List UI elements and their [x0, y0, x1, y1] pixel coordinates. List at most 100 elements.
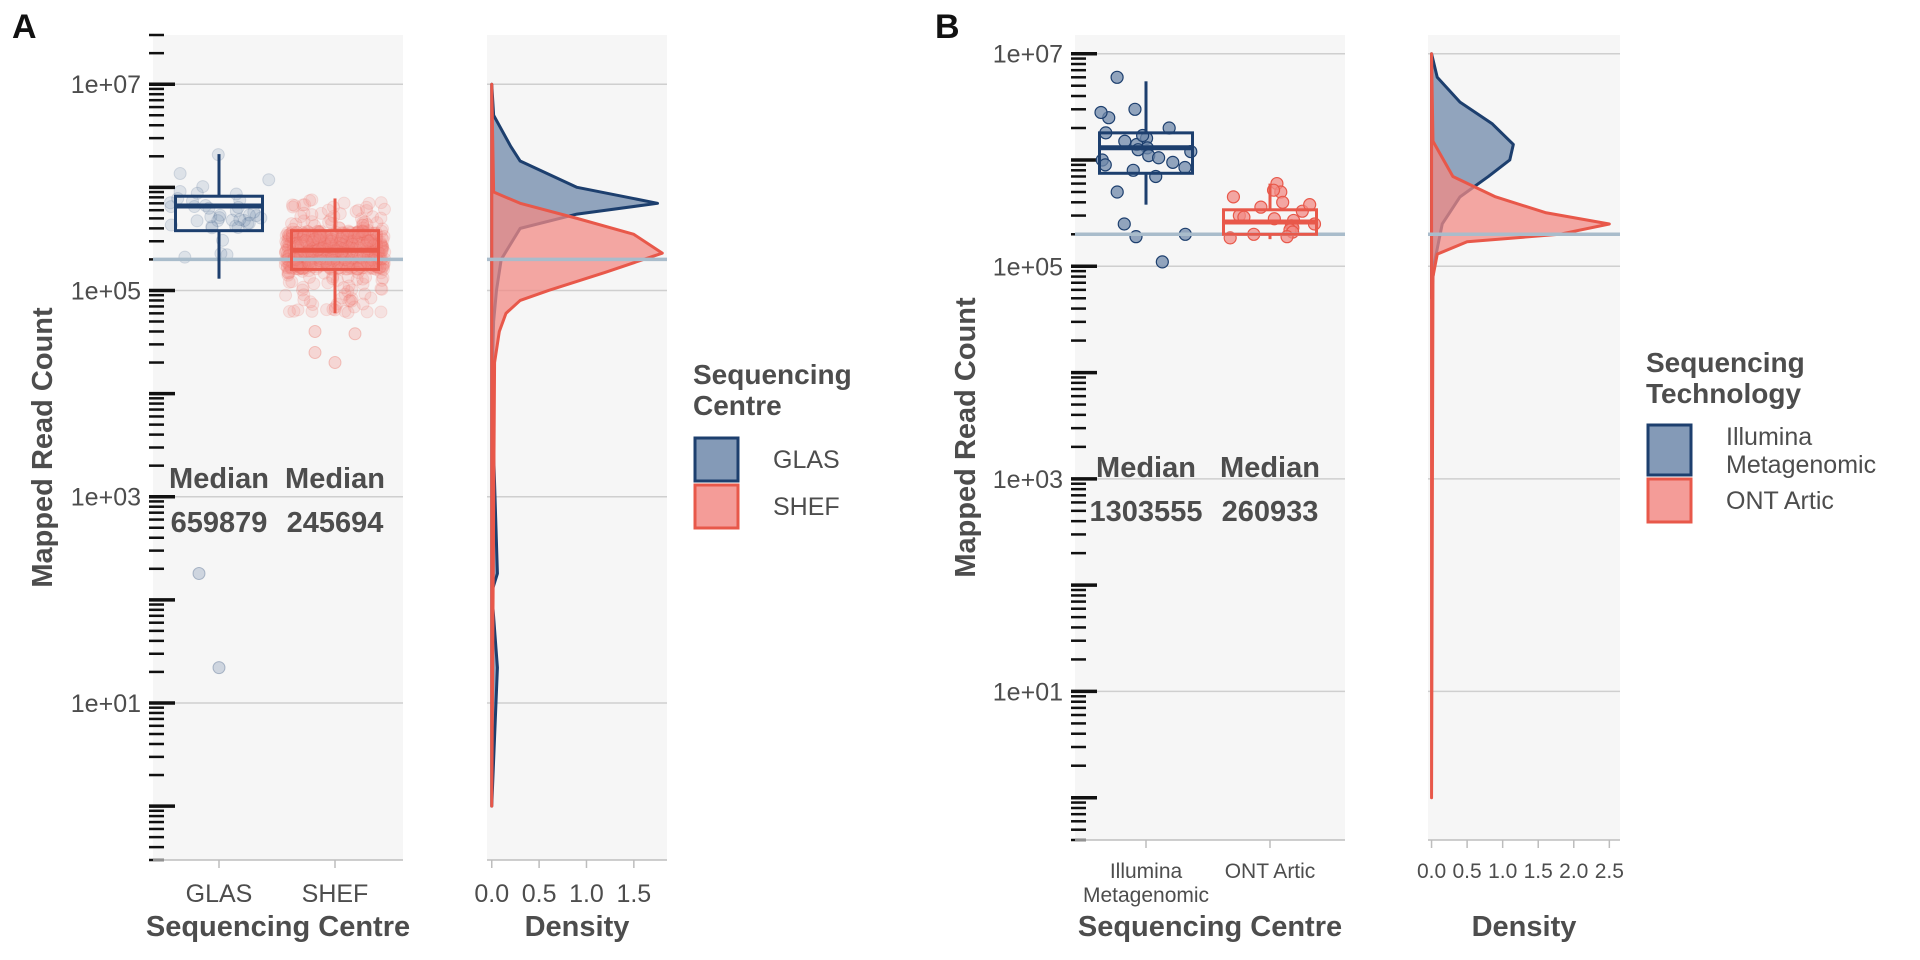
data-point	[297, 293, 311, 307]
data-point	[361, 234, 375, 248]
data-point	[1094, 105, 1108, 120]
data-point	[361, 234, 375, 248]
data-point	[314, 206, 328, 220]
data-point	[345, 232, 359, 246]
data-point	[1152, 151, 1166, 165]
data-point	[287, 304, 301, 318]
median-value: 1303555	[1090, 496, 1203, 528]
data-point	[321, 234, 335, 248]
data-point	[320, 232, 334, 246]
median-value: 260933	[1222, 496, 1319, 528]
data-point	[213, 208, 227, 222]
data-point	[312, 234, 326, 248]
data-point	[361, 231, 375, 245]
data-point	[370, 216, 384, 230]
y-tick-label: 1e+01	[71, 690, 141, 718]
data-point	[337, 281, 351, 295]
data-point	[1110, 185, 1124, 199]
data-point	[356, 272, 370, 286]
x-tick-label: GLAS	[186, 880, 253, 908]
panel-b-xtick-illumina-line2: Metagenomic	[1083, 884, 1209, 907]
median-heading: Median	[285, 463, 385, 495]
x-tick-label: 1.5	[616, 880, 651, 908]
data-point	[359, 270, 373, 284]
data-point	[319, 232, 333, 246]
legend-a-label-glas: GLAS	[773, 446, 840, 474]
panel-letter-a: A	[12, 8, 37, 46]
legend-a-title-line1: Sequencing	[693, 359, 852, 390]
legend-b-title-line2: Technology	[1646, 378, 1801, 409]
data-point	[320, 303, 334, 317]
data-point	[298, 198, 312, 212]
x-tick-label: 1.0	[1488, 860, 1517, 883]
data-point	[306, 233, 320, 247]
data-point	[326, 272, 340, 286]
panel-b-xtick-illumina-line1: Illumina	[1110, 860, 1183, 883]
data-point	[374, 211, 388, 225]
data-point	[358, 215, 372, 229]
data-point	[307, 277, 321, 291]
data-point	[313, 229, 327, 243]
data-point	[1129, 230, 1143, 244]
data-point	[355, 212, 369, 226]
panel-b-density-plot: 0.0 0.5 1.0 1.5 2.0 2.5 Density	[1417, 35, 1624, 943]
legend-b-label-ont: ONT Artic	[1726, 487, 1834, 515]
data-point	[303, 295, 317, 309]
data-point	[341, 284, 355, 298]
data-point	[305, 304, 319, 318]
data-point	[196, 180, 210, 194]
data-point	[324, 232, 338, 246]
panel-a-density-plot: 0.0 0.5 1.0 1.5 Density	[474, 35, 667, 943]
x-tick-label: 1.0	[569, 880, 604, 908]
x-tick-label: 1.5	[1524, 860, 1553, 883]
panel-a-legend: Sequencing Centre GLAS SHEF	[693, 359, 852, 530]
median-heading: Median	[169, 463, 269, 495]
panel-b: B 1e+01 1e+03 1e+05 1e+07 Median 1303555 Media…	[935, 8, 1876, 943]
data-point	[242, 208, 256, 222]
data-point	[309, 234, 323, 248]
outlier-point	[348, 327, 362, 341]
data-point	[340, 233, 354, 247]
data-point	[349, 204, 363, 218]
data-point	[337, 196, 351, 210]
x-axis-title: Sequencing Centre	[1078, 911, 1342, 943]
median-heading: Median	[1096, 452, 1196, 484]
y-axis-title: Mapped Read Count	[27, 307, 59, 588]
data-point	[345, 234, 359, 248]
data-point	[375, 273, 389, 287]
outlier-point	[212, 661, 226, 675]
data-point	[1110, 70, 1124, 84]
legend-a-title-line2: Centre	[693, 390, 782, 421]
data-point	[312, 233, 326, 247]
data-point	[190, 214, 204, 228]
data-point	[225, 213, 239, 227]
legend-a-label-shef: SHEF	[773, 493, 840, 521]
data-point	[338, 304, 352, 318]
data-point	[356, 216, 370, 230]
data-point	[356, 297, 370, 311]
data-point	[364, 233, 378, 247]
data-point	[303, 270, 317, 284]
panel-a: A 1e+01 1e+03 1e+05 1e+07 Median 659879 Median…	[12, 8, 852, 943]
data-point	[297, 214, 311, 228]
data-point	[281, 268, 295, 282]
data-point	[1280, 230, 1294, 244]
panel-a-box-plot: 1e+01 1e+03 1e+05 1e+07 Median 659879 Median 24…	[27, 33, 410, 943]
data-point	[294, 232, 308, 246]
data-point	[324, 234, 338, 248]
data-point	[350, 272, 364, 286]
data-point	[314, 232, 328, 246]
y-tick-label: 1e+03	[71, 484, 141, 512]
box	[174, 194, 264, 233]
x-axis-title: Density	[525, 911, 630, 943]
legend-b-title-line1: Sequencing	[1646, 347, 1805, 378]
data-point	[211, 214, 225, 228]
data-point	[326, 233, 340, 247]
data-point	[204, 210, 218, 224]
data-point	[362, 196, 376, 210]
data-point	[305, 215, 319, 229]
data-point	[1117, 217, 1131, 231]
outlier-point	[328, 356, 342, 370]
data-point	[178, 250, 192, 264]
